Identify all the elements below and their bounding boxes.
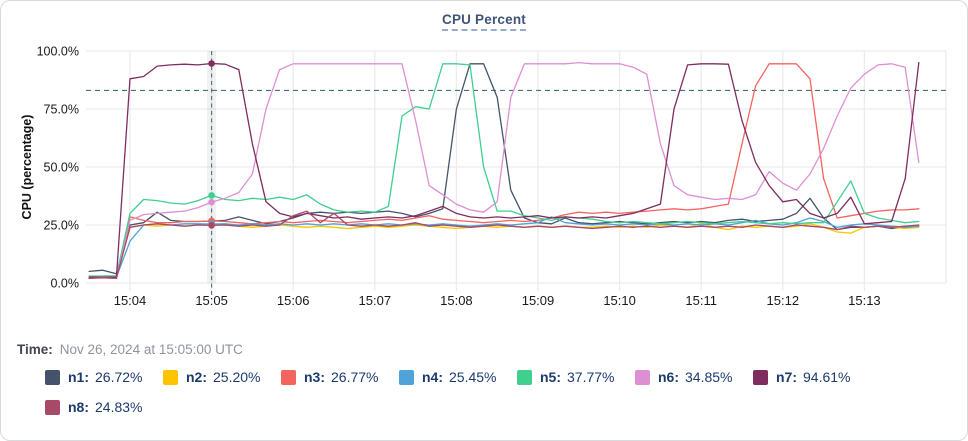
crosshair-dot-n6 (208, 198, 215, 206)
cpu-percent-chart[interactable]: 100.0% 75.0% 50.0% 25.0% 0.0% 15:04 15:05 15:06… (1, 1, 968, 331)
legend-value: 26.77% (331, 369, 379, 385)
time-value: Nov 26, 2024 at 15:05:00 UTC (59, 342, 243, 357)
x-tick-label: 15:09 (522, 293, 555, 308)
x-tick-label: 15:08 (440, 293, 473, 308)
legend-label: n3: (304, 369, 325, 385)
legend-value: 25.20% (213, 369, 261, 385)
legend-value: 24.83% (95, 399, 143, 415)
legend-label: n7: (776, 369, 797, 385)
legend-swatch-n3 (281, 369, 296, 385)
x-tick-label: 15:10 (603, 293, 636, 308)
legend-label: n1: (68, 369, 89, 385)
series-line-n7 (88, 61, 920, 278)
chart-title[interactable]: CPU Percent (442, 12, 526, 31)
y-axis-label: CPU (percentage) (20, 115, 34, 220)
y-tick-label: 75.0% (44, 103, 79, 117)
legend-swatch-n6 (635, 369, 650, 385)
time-label: Time: (17, 342, 53, 357)
legend-label: n8: (68, 399, 89, 415)
series-line-n3 (88, 63, 920, 278)
legend-label: n2: (186, 369, 207, 385)
legend-swatch-n8 (45, 399, 60, 415)
legend-swatch-n7 (753, 369, 768, 385)
legend-swatch-n2 (163, 369, 178, 385)
x-tick-label: 15:06 (277, 293, 310, 308)
legend-item-n6[interactable]: n6: 34.85% (635, 369, 753, 385)
legend-value: 26.72% (95, 369, 143, 385)
legend-item-n8[interactable]: n8: 24.83% (45, 399, 163, 415)
legend-label: n5: (540, 369, 561, 385)
x-tick-label: 15:11 (685, 293, 717, 308)
series-line-n1 (88, 63, 920, 275)
legend-row-2: n8: 24.83% (45, 399, 163, 415)
x-tick-label: 15:13 (848, 293, 881, 308)
legend-swatch-n4 (399, 369, 414, 385)
x-tick-label: 15:12 (767, 293, 800, 308)
legend-item-n3[interactable]: n3: 26.77% (281, 369, 399, 385)
y-tick-label: 25.0% (44, 219, 79, 233)
legend-row-1: n1: 26.72% n2: 25.20% n3: 26.77% n4: 25.45% n5: 3… (45, 369, 871, 385)
legend-value: 37.77% (567, 369, 615, 385)
crosshair-dot-n7 (208, 60, 215, 67)
y-tick-label: 0.0% (51, 277, 80, 291)
legend-value: 94.61% (803, 369, 851, 385)
legend-label: n4: (422, 369, 443, 385)
series-line-n4 (88, 216, 920, 280)
legend-item-n5[interactable]: n5: 37.77% (517, 369, 635, 385)
legend-item-n4[interactable]: n4: 25.45% (399, 369, 517, 385)
series-line-n5 (88, 63, 920, 277)
legend-label: n6: (658, 369, 679, 385)
y-tick-label: 50.0% (44, 161, 79, 175)
legend-value: 25.45% (449, 369, 497, 385)
legend-swatch-n5 (517, 369, 532, 385)
time-row: Time: Nov 26, 2024 at 15:05:00 UTC (17, 342, 243, 357)
series-line-n6 (88, 61, 920, 280)
legend-item-n2[interactable]: n2: 25.20% (163, 369, 281, 385)
y-tick-label: 100.0% (37, 45, 79, 59)
series-line-n8 (88, 210, 920, 280)
legend-swatch-n1 (45, 369, 60, 385)
legend-value: 34.85% (685, 369, 733, 385)
crosshair-dot-n5 (208, 192, 215, 199)
x-tick-label: 15:07 (359, 293, 392, 308)
x-tick-label: 15:04 (114, 293, 147, 308)
crosshair-dot-n8 (208, 222, 215, 229)
x-tick-label: 15:05 (195, 293, 228, 308)
legend-item-n7[interactable]: n7: 94.61% (753, 369, 871, 385)
chart-title-wrap: CPU Percent (1, 11, 967, 31)
legend-item-n1[interactable]: n1: 26.72% (45, 369, 163, 385)
